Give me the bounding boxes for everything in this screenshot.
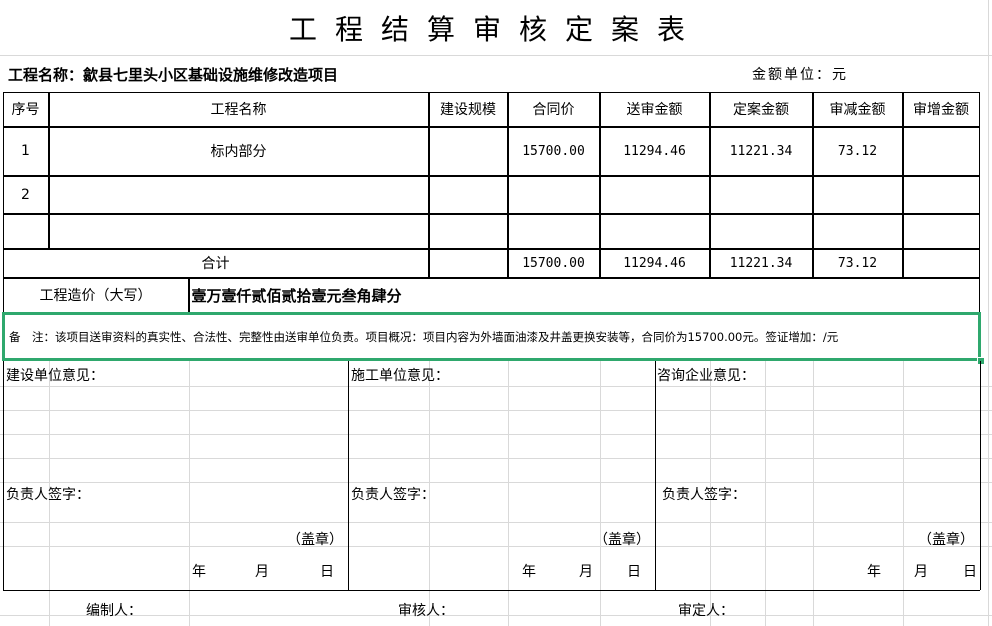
cell-scale[interactable] [428,213,508,249]
cell-submitted[interactable] [599,213,710,249]
total-increased[interactable] [902,248,980,278]
opinion-consultant-title: 咨询企业意见： [657,368,755,384]
gridline [0,546,992,547]
year-label: 年 [522,564,536,580]
col-header-no: 序号 [2,91,49,127]
cell-reduced[interactable] [812,175,903,214]
cell-no[interactable] [2,213,49,249]
sign-label: 负责人签字： [351,487,435,503]
cell-contract[interactable] [507,213,600,249]
border [348,361,349,590]
opinion-contractor-title: 施工单位意见： [351,368,449,384]
total-label: 合计 [2,248,429,278]
border [3,590,980,591]
gridline [0,482,992,483]
gridline [49,360,50,626]
note-cell[interactable]: 备 注：该项目送审资料的真实性、合法性、完整性由送审单位负责。项目概况：项目内容… [2,312,981,361]
cell-name[interactable] [48,213,429,249]
seal-label: （盖章） [287,532,343,548]
gridline [765,360,766,626]
col-header-reduced: 审减金额 [812,91,903,127]
gridline [0,615,992,616]
cell-contract[interactable]: 15700.00 [507,126,600,176]
cell-scale[interactable] [428,126,508,176]
seal-label: （盖章） [594,532,650,548]
cell-name[interactable] [48,175,429,214]
total-final[interactable]: 11221.34 [709,248,813,278]
border [3,361,4,590]
col-header-increased: 审增金额 [902,91,980,127]
amount-unit: 金额单位：元 [752,67,848,83]
cell-increased[interactable] [902,213,980,249]
total-reduced[interactable]: 73.12 [812,248,903,278]
year-label: 年 [192,564,206,580]
seal-label: （盖章） [918,532,974,548]
cell-reduced[interactable] [812,213,903,249]
gridline [903,360,904,626]
month-label: 月 [579,564,593,580]
cell-increased[interactable] [902,126,980,176]
cell-contract[interactable] [507,175,600,214]
cell-no[interactable]: 1 [2,126,49,176]
day-label: 日 [963,564,977,580]
gridline [0,55,992,56]
col-header-submitted: 送审金额 [599,91,710,127]
cell-name[interactable]: 标内部分 [48,126,429,176]
total-contract[interactable]: 15700.00 [507,248,600,278]
gridline [0,410,992,411]
compiler-label: 编制人： [86,603,142,619]
year-label: 年 [867,564,881,580]
gridline [710,360,711,626]
fill-handle[interactable] [977,357,985,365]
col-header-final: 定案金额 [709,91,813,127]
col-header-contract: 合同价 [507,91,600,127]
day-label: 日 [320,564,334,580]
col-header-name: 工程名称 [48,91,429,127]
cost-caps-label: 工程造价（大写） [2,277,189,313]
cell-increased[interactable] [902,175,980,214]
opinion-construction-title: 建设单位意见： [6,368,104,384]
gridline [0,434,992,435]
cost-caps-value[interactable]: 壹万壹仟贰佰贰拾壹元叁角肆分 [188,277,980,313]
border [980,361,981,590]
gridline [0,522,992,523]
page-title: 工程结算审核定案表 [288,12,703,46]
gridline [429,360,430,626]
project-name: 工程名称：歙县七里头小区基础设施维修改造项目 [8,66,339,84]
day-label: 日 [627,564,641,580]
cell-submitted[interactable]: 11294.46 [599,126,710,176]
gridline [189,360,190,626]
gridline [600,360,601,626]
total-scale[interactable] [428,248,508,278]
gridline [508,360,509,626]
cell-final[interactable]: 11221.34 [709,126,813,176]
gridline [0,458,992,459]
cell-final[interactable] [709,213,813,249]
sign-label: 负责人签字： [6,487,90,503]
gridline [813,360,814,626]
col-header-scale: 建设规模 [428,91,508,127]
cell-reduced[interactable]: 73.12 [812,126,903,176]
month-label: 月 [914,564,928,580]
reviewer-label: 审核人： [398,603,454,619]
approver-label: 审定人： [678,603,734,619]
sign-label: 负责人签字： [662,487,746,503]
total-submitted[interactable]: 11294.46 [599,248,710,278]
gridline [988,0,989,626]
cell-scale[interactable] [428,175,508,214]
cell-submitted[interactable] [599,175,710,214]
cell-final[interactable] [709,175,813,214]
cell-no[interactable]: 2 [2,175,49,214]
month-label: 月 [255,564,269,580]
gridline [0,386,992,387]
border [655,361,656,590]
